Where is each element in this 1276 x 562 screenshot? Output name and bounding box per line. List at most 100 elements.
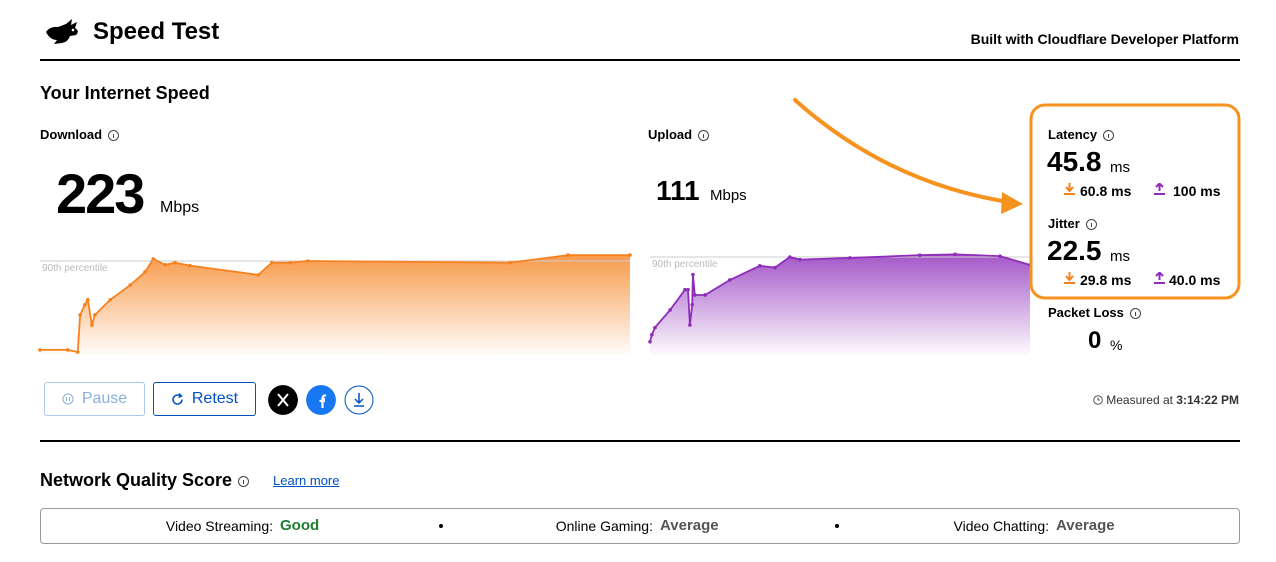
jitter-value: 22.5: [1047, 235, 1102, 266]
separator: [439, 524, 443, 528]
point: [653, 325, 657, 330]
line: [40, 254, 630, 354]
share-x[interactable]: [268, 385, 298, 415]
info-icon[interactable]: [238, 475, 250, 487]
label-text: Measured at: [1106, 393, 1173, 407]
point: [628, 253, 632, 257]
learn-more-link[interactable]: Learn more: [273, 473, 340, 488]
point: [918, 253, 922, 258]
upload-unit: Mbps: [710, 187, 747, 204]
point: [128, 283, 133, 287]
point: [648, 339, 652, 344]
point: [270, 260, 274, 265]
point: [690, 302, 694, 307]
download-value: 223: [56, 162, 145, 225]
point: [188, 263, 192, 268]
point: [728, 278, 732, 282]
label-text: Latency: [1048, 127, 1098, 142]
pause-icon: [62, 393, 74, 405]
info-icon[interactable]: [108, 130, 120, 142]
latency-unit: ms: [1110, 159, 1130, 176]
quality-label: Video Chatting:: [953, 518, 1049, 534]
point: [508, 260, 513, 265]
label-text: Upload: [648, 127, 693, 142]
retest-icon: [172, 392, 183, 405]
app-title: Speed Test: [93, 18, 220, 45]
point: [78, 313, 82, 317]
upload-label: Upload: [648, 127, 710, 142]
info-icon[interactable]: [1103, 130, 1115, 142]
point: [256, 273, 261, 277]
percentile-label: 90th percentile: [652, 259, 718, 270]
point: [288, 260, 292, 265]
info-icon[interactable]: [1129, 308, 1141, 320]
point: [163, 262, 167, 267]
jitter-label: Jitter: [1048, 216, 1097, 231]
percentile-label: 90th percentile: [42, 263, 108, 274]
upload-icon: [1154, 272, 1165, 284]
pause-button[interactable]: Pause: [44, 382, 145, 416]
measured-at: Measured at 3:14:22 PM: [1093, 394, 1239, 406]
info-icon[interactable]: [698, 130, 710, 142]
download-icon: [1064, 272, 1075, 284]
unit: ms: [1111, 272, 1132, 288]
point: [758, 264, 762, 268]
info-icon[interactable]: [1085, 219, 1097, 231]
quality-box: [40, 508, 1240, 544]
area: [650, 254, 1030, 355]
label-text: Packet Loss: [1048, 305, 1124, 320]
point: [668, 308, 672, 312]
latency-label: Latency: [1048, 127, 1115, 142]
unit: ms: [1200, 272, 1221, 288]
point: [848, 256, 852, 260]
point: [38, 348, 42, 352]
credit[interactable]: Built with Cloudflare Developer Platform: [970, 31, 1239, 47]
download-results[interactable]: [344, 385, 374, 415]
point: [788, 255, 792, 259]
jitter-unit: ms: [1110, 248, 1130, 265]
value: 100: [1173, 183, 1197, 199]
retest-button[interactable]: Retest: [153, 382, 256, 416]
point: [693, 293, 697, 297]
quality-title: Network Quality Score: [40, 471, 250, 489]
unit: ms: [1111, 183, 1132, 199]
quality-rating: Good: [280, 517, 320, 534]
point: [953, 252, 957, 257]
area: [40, 255, 630, 355]
point: [566, 253, 570, 257]
point: [75, 350, 80, 354]
quality-label: Video Streaming:: [165, 518, 273, 534]
quality-rating: Average: [660, 517, 719, 534]
point: [686, 287, 690, 292]
packet-loss-value: 0: [1088, 327, 1102, 354]
section-title: Your Internet Speed: [40, 83, 210, 103]
point: [683, 287, 687, 292]
jitter-down: 29.8 ms: [1080, 273, 1131, 287]
point: [143, 270, 147, 274]
value: 60.8: [1080, 183, 1108, 199]
latency-up: 100 ms: [1173, 184, 1220, 198]
point: [65, 348, 70, 352]
download-chart: 90th percentile: [38, 253, 632, 355]
point: [798, 257, 802, 262]
point: [688, 323, 692, 327]
value: 40.0: [1169, 272, 1197, 288]
upload-icon: [1154, 183, 1165, 195]
point: [151, 257, 156, 261]
divider: [40, 59, 1240, 61]
download-label: Download: [40, 128, 120, 142]
label-text: Jitter: [1048, 216, 1080, 231]
point: [83, 303, 87, 307]
point: [93, 313, 97, 317]
jitter-up: 40.0 ms: [1169, 273, 1220, 287]
download-icon: [1064, 183, 1075, 195]
packet-loss-label: Packet Loss: [1048, 305, 1141, 320]
share-facebook[interactable]: [306, 385, 336, 415]
annotation: [793, 98, 1241, 300]
point: [173, 260, 177, 265]
latency-value: 45.8: [1047, 146, 1102, 177]
upload-chart: 90th percentile: [648, 252, 1032, 355]
point: [108, 297, 113, 302]
point: [998, 254, 1002, 258]
